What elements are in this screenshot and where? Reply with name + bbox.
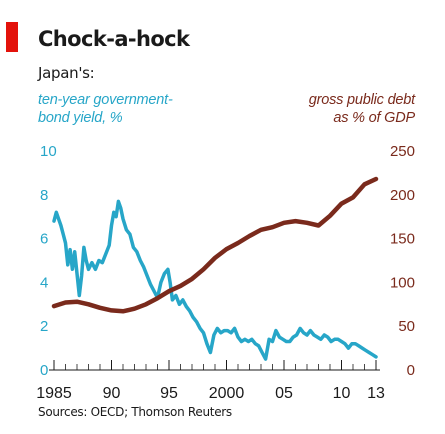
- left-axis-title: ten-year government- bond yield, %: [38, 91, 173, 127]
- right-tick-label: 250: [390, 143, 415, 160]
- left-tick-label: 4: [40, 274, 48, 291]
- chart-title: Chock-a-hock: [38, 27, 190, 51]
- left-axis-title-line-1: ten-year government-: [38, 92, 173, 108]
- x-tick-label: 10: [333, 385, 351, 402]
- left-tick-label: 8: [40, 187, 48, 204]
- right-tick-label: 100: [390, 274, 415, 291]
- right-tick-label: 50: [398, 318, 415, 335]
- x-tick-label: 90: [103, 385, 121, 402]
- left-tick-label: 2: [40, 318, 48, 335]
- x-tick-label: 05: [275, 385, 293, 402]
- x-tick-label: 95: [160, 385, 178, 402]
- right-tick-label: 0: [407, 362, 415, 379]
- right-tick-label: 150: [390, 231, 415, 248]
- right-axis-title-line-1: gross public debt: [308, 92, 415, 108]
- right-axis-title: gross public debt as % of GDP: [309, 91, 415, 127]
- x-tick-label: 2000: [209, 385, 245, 402]
- accent-bar: [6, 22, 18, 52]
- left-tick-label: 6: [40, 231, 48, 248]
- x-tick-label: 13: [367, 385, 385, 402]
- source-note: Sources: OECD; Thomson Reuters: [38, 405, 232, 419]
- right-tick-label: 200: [390, 187, 415, 204]
- left-axis-title-line-2: bond yield, %: [38, 110, 123, 126]
- bond-yield-line: [52, 199, 378, 361]
- right-axis-title-line-2: as % of GDP: [333, 110, 415, 126]
- left-tick-label: 10: [40, 143, 57, 160]
- public-debt-line: [51, 176, 379, 314]
- chart-subtitle: Japan's:: [38, 64, 95, 82]
- left-tick-label: 0: [40, 362, 48, 379]
- x-tick-label: 1985: [36, 385, 72, 402]
